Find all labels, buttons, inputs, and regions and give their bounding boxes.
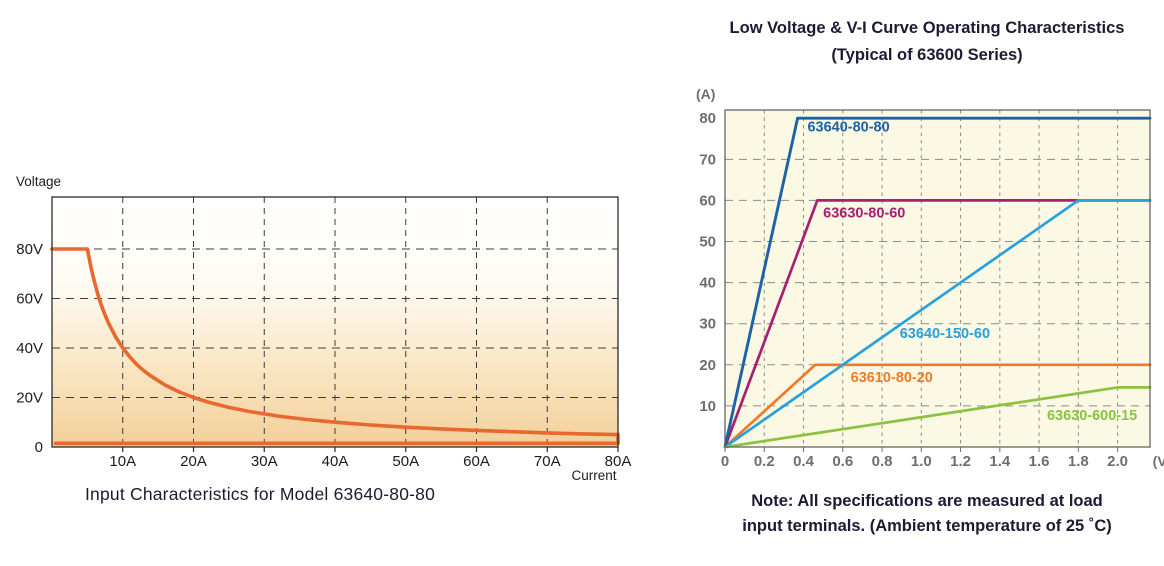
x-tick-label: 50A (392, 453, 419, 470)
y-tick-label: 20 (699, 357, 716, 374)
x-tick-label: 1.8 (1068, 453, 1089, 470)
left-chart-caption: Input Characteristics for Model 63640-80… (85, 484, 436, 504)
series-label-63640-150-60: 63640-150-60 (900, 326, 990, 342)
series-63640-150-60 (723, 199, 1152, 449)
note-line1: Note: All specifications are measured at… (751, 492, 1103, 510)
series-label-63640-80-80: 63640-80-80 (807, 119, 889, 135)
series-label-63610-80-20: 63610-80-20 (851, 370, 933, 386)
y-tick-label: 60 (699, 192, 716, 209)
series-63630-80-60 (723, 199, 1152, 449)
x-tick-label: 60A (463, 453, 490, 470)
right-chart-title-line1: Low Voltage & V-I Curve Operating Charac… (729, 19, 1125, 37)
y-tick-label: 40 (699, 275, 716, 292)
vi-curve-chart: 0 0.2 0.4 0.6 0.8 1.0 1.2 1.4 1.6 1.8 2.0 10 20 30 40 5… (696, 86, 1164, 470)
y-tick-label: 70 (699, 151, 716, 168)
x-tick-label: 20A (180, 453, 207, 470)
y-tick-label: 60V (16, 290, 43, 307)
x-axis-unit: Current (571, 468, 616, 483)
x-tick-label: 70A (534, 453, 561, 470)
y-tick-label: 80 (699, 110, 716, 127)
y-tick-label: 80V (16, 241, 43, 258)
input-characteristics-chart: 10A 20A 30A 40A 50A 60A 70A 80A 0 20V 40V 60V 80V Vol… (16, 174, 632, 483)
y-tick-label: 20V (16, 389, 43, 406)
x-tick-label: 0.2 (754, 453, 775, 470)
x-tick-label: 10A (109, 453, 136, 470)
note-line2: input terminals. (Ambient temperature of… (742, 517, 1112, 535)
right-chart-title-line2: (Typical of 63600 Series) (831, 46, 1023, 64)
series-63610-80-20 (723, 363, 1152, 449)
y-axis-unit: (A) (696, 86, 715, 102)
note-text: Note: All specifications are measured at… (690, 489, 1164, 539)
series-label-63630-80-60: 63630-80-60 (823, 206, 905, 222)
series-63630-600-15 (723, 386, 1152, 449)
y-tick-label: 30 (699, 316, 716, 333)
x-tick-label: 2.0 (1107, 453, 1128, 470)
x-tick-label: 0 (721, 453, 729, 470)
series-63640-80-80 (50, 247, 620, 446)
x-axis-unit: (V) (1153, 453, 1164, 469)
x-tick-label: 40A (322, 453, 349, 470)
series-63640-80-80 (723, 116, 1152, 449)
y-tick-label: 10 (699, 398, 716, 415)
right-chart-title: Low Voltage & V-I Curve Operating Charac… (690, 15, 1164, 69)
y-tick-label: 40V (16, 340, 43, 357)
series-label-63630-600-15: 63630-600-15 (1047, 408, 1137, 424)
y-tick-label: 50 (699, 234, 716, 251)
x-tick-label: 0.6 (832, 453, 853, 470)
plot-area (725, 110, 1150, 447)
x-tick-label: 1.6 (1029, 453, 1050, 470)
x-tick-label: 80A (605, 453, 632, 470)
y-tick-label: 0 (35, 439, 43, 456)
x-tick-label: 0.4 (793, 453, 815, 470)
y-axis-unit: Voltage (16, 174, 61, 189)
x-tick-label: 1.0 (911, 453, 932, 470)
x-tick-label: 30A (251, 453, 278, 470)
x-tick-label: 0.8 (872, 453, 893, 470)
x-tick-label: 1.4 (989, 453, 1011, 470)
plot-border (724, 109, 1151, 448)
x-tick-label: 1.2 (950, 453, 971, 470)
